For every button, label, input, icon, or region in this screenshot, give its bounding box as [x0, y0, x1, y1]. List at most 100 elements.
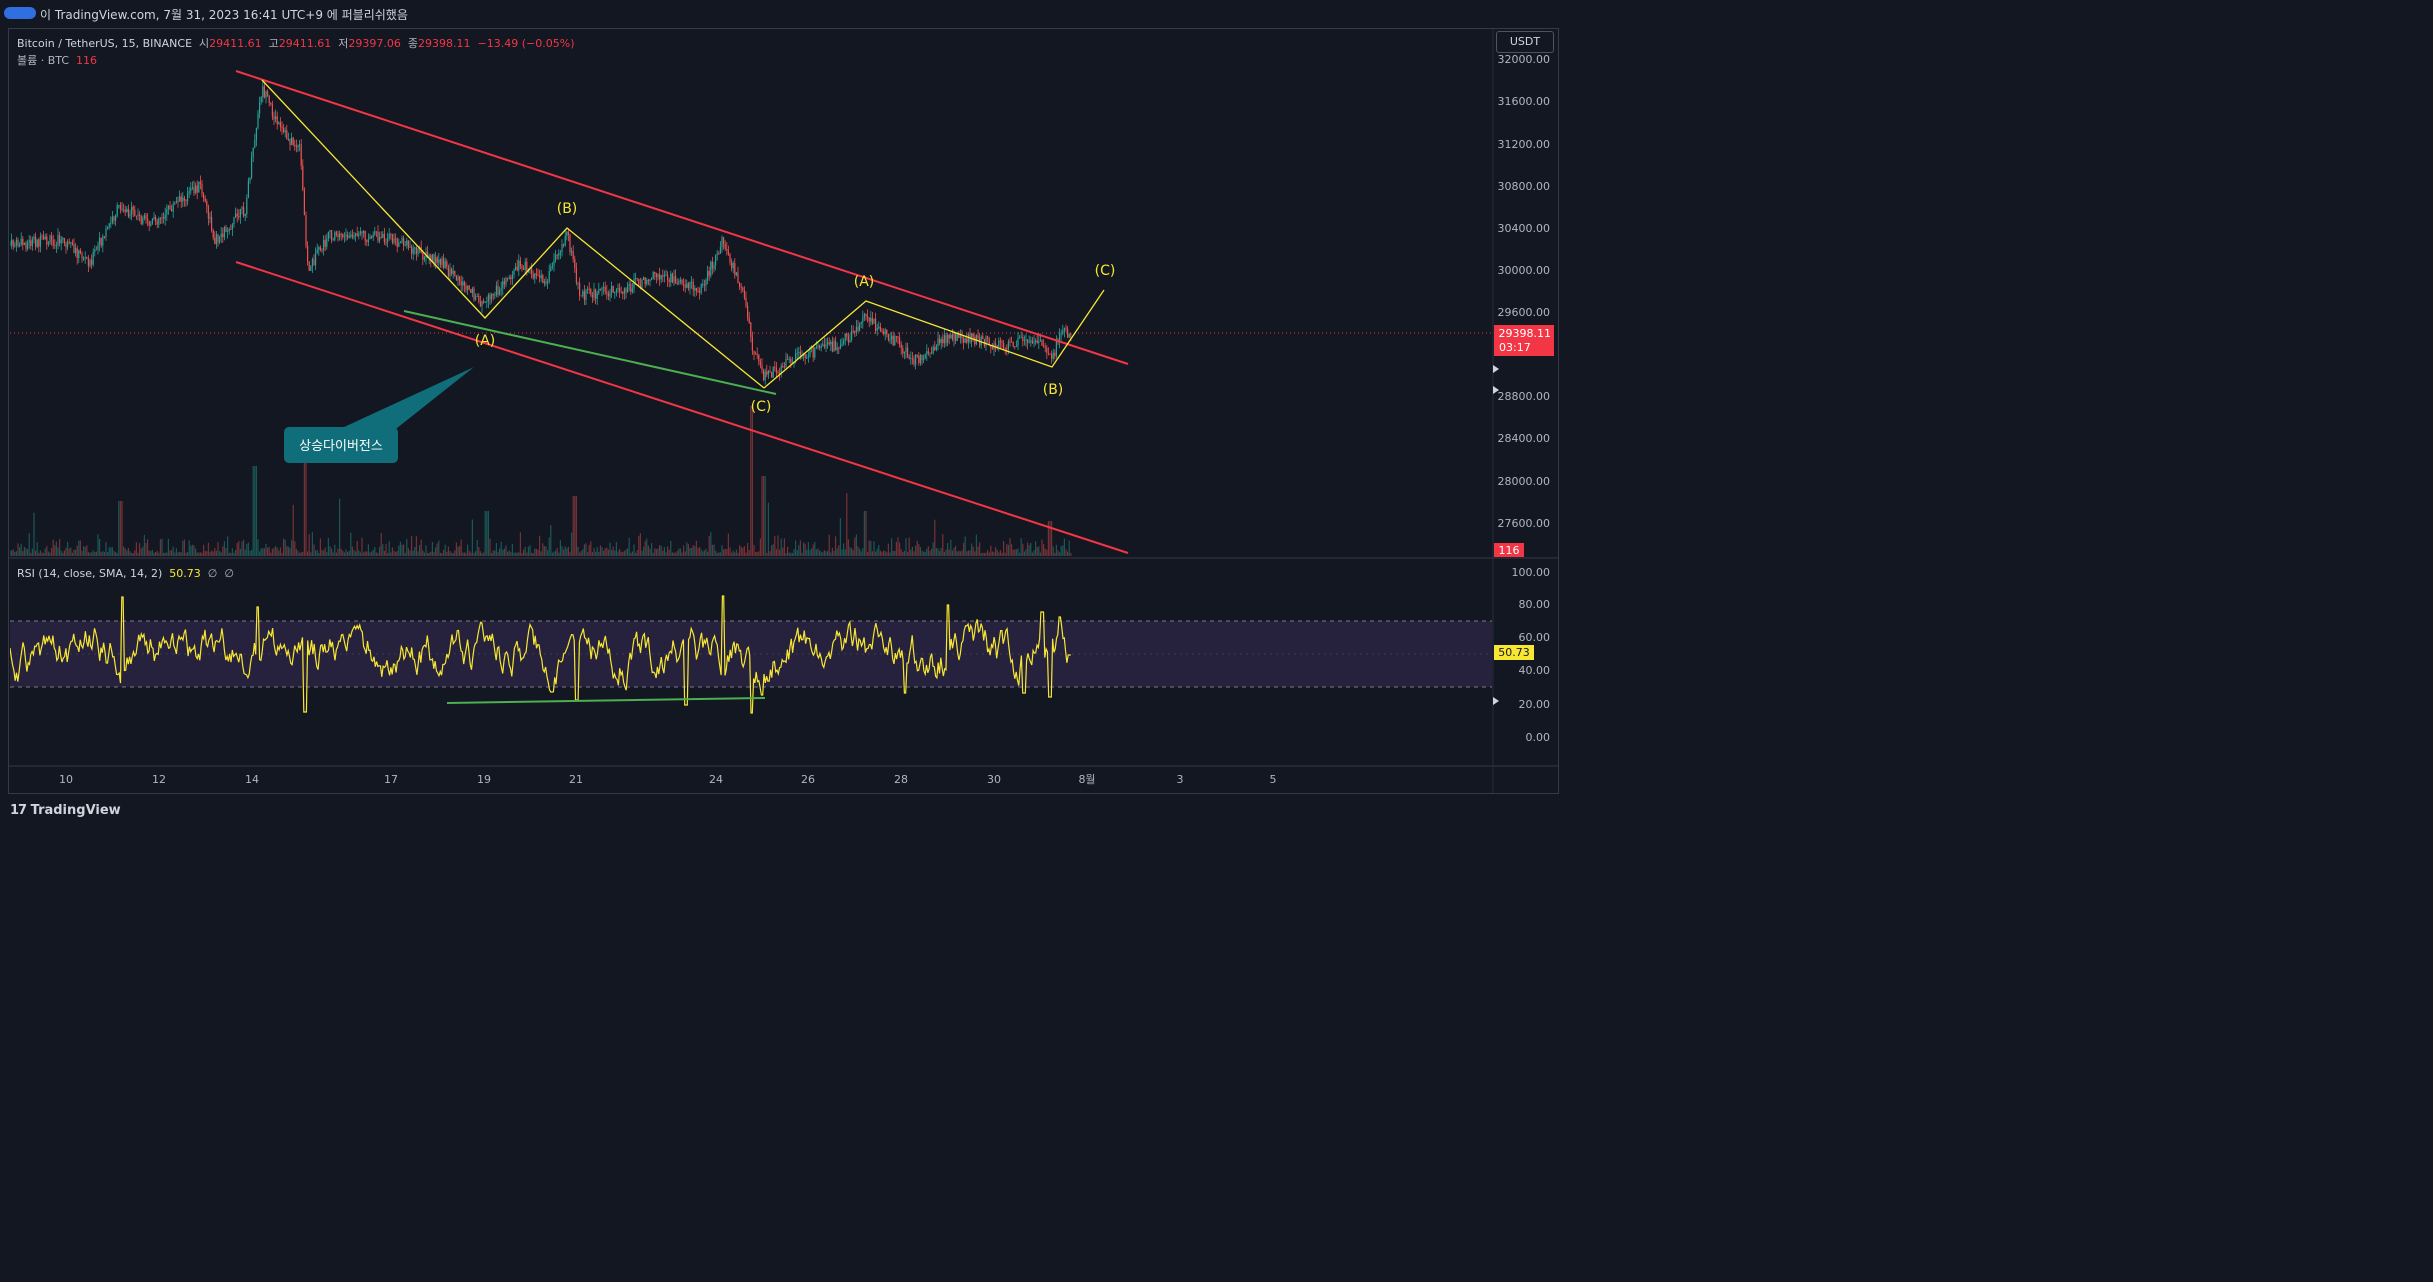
volume-bar — [617, 551, 619, 556]
callout-text: 상승다이버전스 — [299, 439, 383, 454]
currency-button[interactable]: USDT — [1496, 31, 1554, 53]
candle-body — [329, 230, 331, 232]
candle-body — [769, 371, 771, 373]
rsi-axis[interactable]: 100.00 80.00 60.00 40.00 20.00 0.00 — [1512, 566, 1551, 744]
candle-body — [334, 232, 336, 240]
candle-body — [540, 275, 542, 279]
volume-bar — [315, 550, 317, 556]
volume-bar — [91, 552, 93, 556]
rsi-marker-icon[interactable] — [1493, 697, 1499, 705]
wave-label-c2[interactable]: (C) — [1095, 263, 1116, 279]
candle-body — [124, 209, 126, 213]
volume-bar — [571, 532, 573, 556]
volume-bar — [579, 552, 581, 556]
candle-body — [971, 333, 973, 342]
candle-body — [927, 351, 929, 354]
volume-bar — [340, 548, 342, 556]
candle-body — [967, 334, 969, 343]
open-value: 29411.61 — [209, 37, 262, 50]
callout-box[interactable] — [284, 427, 398, 463]
rsi-legend[interactable]: RSI (14, close, SMA, 14, 2) 50.73 ∅ ∅ — [17, 567, 234, 580]
volume-bar — [508, 550, 510, 556]
candle-body — [756, 353, 758, 355]
ohlc-legend[interactable]: Bitcoin / TetherUS, 15, BINANCE 시29411.6… — [17, 35, 575, 51]
wave-label-b1[interactable]: (B) — [557, 201, 578, 217]
volume-bar — [140, 548, 142, 556]
candle-body — [686, 283, 688, 288]
volume-bar — [143, 535, 145, 556]
volume-bar — [969, 550, 971, 556]
candle-body — [732, 263, 734, 269]
channel-lower-line[interactable] — [235, 261, 1129, 554]
volume-bar — [215, 550, 217, 556]
candle-body — [351, 234, 353, 238]
candle-body — [1039, 340, 1041, 342]
volume-bar — [473, 552, 475, 556]
candle-body — [593, 289, 595, 298]
high-value: 29411.61 — [278, 37, 332, 50]
alert-marker-icon[interactable] — [1493, 365, 1499, 373]
volume-bar — [438, 540, 440, 556]
candle-body — [95, 249, 97, 251]
rsi-tick: 20.00 — [1519, 698, 1551, 711]
candle-body — [59, 235, 61, 244]
candle-body — [507, 278, 509, 280]
candle-body — [363, 230, 365, 234]
volume-bar — [17, 543, 19, 556]
volume-bar — [1057, 550, 1059, 556]
volume-bar — [68, 548, 70, 556]
rsi-divergence-line[interactable] — [446, 697, 766, 704]
wave-abc-2[interactable] — [763, 289, 1105, 389]
candle-body — [278, 122, 280, 125]
wave-label-b2[interactable]: (B) — [1043, 382, 1064, 398]
candle-body — [1043, 345, 1045, 347]
callout-pointer[interactable] — [342, 367, 474, 432]
author-blurred — [4, 7, 36, 19]
candle-body — [388, 234, 390, 239]
tradingview-logo[interactable]: 17 TradingView — [10, 803, 121, 818]
volume-bar — [351, 546, 353, 556]
price-axis[interactable]: 32000.00 31600.00 31200.00 30800.00 3040… — [1498, 53, 1551, 530]
volume-bar — [278, 550, 280, 556]
candle-body — [15, 239, 17, 246]
candle-body — [303, 189, 305, 216]
drawings[interactable]: 상승다이버전스 (A) (B) (C) (A) (B) (C) — [235, 70, 1129, 704]
volume-bar — [735, 549, 737, 556]
chart-canvas[interactable]: 상승다이버전스 (A) (B) (C) (A) (B) (C) 32000.00… — [0, 0, 1568, 826]
price-divergence-line[interactable] — [403, 310, 777, 395]
volume-bar — [739, 545, 741, 556]
volume-legend[interactable]: 볼륨 · BTC 116 — [17, 52, 97, 68]
volume-bar — [878, 544, 880, 556]
volume-bar — [76, 545, 78, 556]
volume-bar — [859, 548, 861, 556]
candle-body — [835, 340, 837, 351]
candle-body — [108, 223, 110, 227]
volume-bar — [863, 511, 865, 556]
candle-body — [870, 317, 872, 322]
volume-bar — [297, 551, 299, 556]
volume-bar — [803, 542, 805, 556]
symbol-name[interactable]: Bitcoin / TetherUS, 15, BINANCE — [17, 37, 193, 50]
volume-bar — [236, 543, 238, 556]
time-axis[interactable]: 10 12 14 17 19 21 24 26 28 30 8월 3 5 — [59, 773, 1277, 786]
wave-label-c1[interactable]: (C) — [751, 399, 772, 415]
wave-label-a1[interactable]: (A) — [475, 333, 496, 349]
volume-bar — [543, 545, 545, 556]
wave-abc-1[interactable] — [261, 79, 765, 389]
candle-body — [911, 358, 913, 359]
candlesticks[interactable] — [9, 79, 1072, 385]
candle-body — [579, 282, 581, 296]
volume-bar — [691, 547, 693, 556]
candle-body — [204, 198, 206, 202]
channel-upper-line[interactable] — [235, 70, 1129, 365]
volume-bar — [1014, 549, 1016, 556]
candle-body — [918, 356, 920, 363]
candle-body — [230, 229, 232, 230]
candle-body — [305, 215, 307, 246]
candle-body — [238, 216, 240, 218]
wave-label-a2[interactable]: (A) — [854, 274, 875, 290]
candle-body — [630, 284, 632, 292]
volume-bar — [795, 540, 797, 556]
candle-body — [847, 336, 849, 343]
alert-marker-icon[interactable] — [1493, 386, 1499, 394]
